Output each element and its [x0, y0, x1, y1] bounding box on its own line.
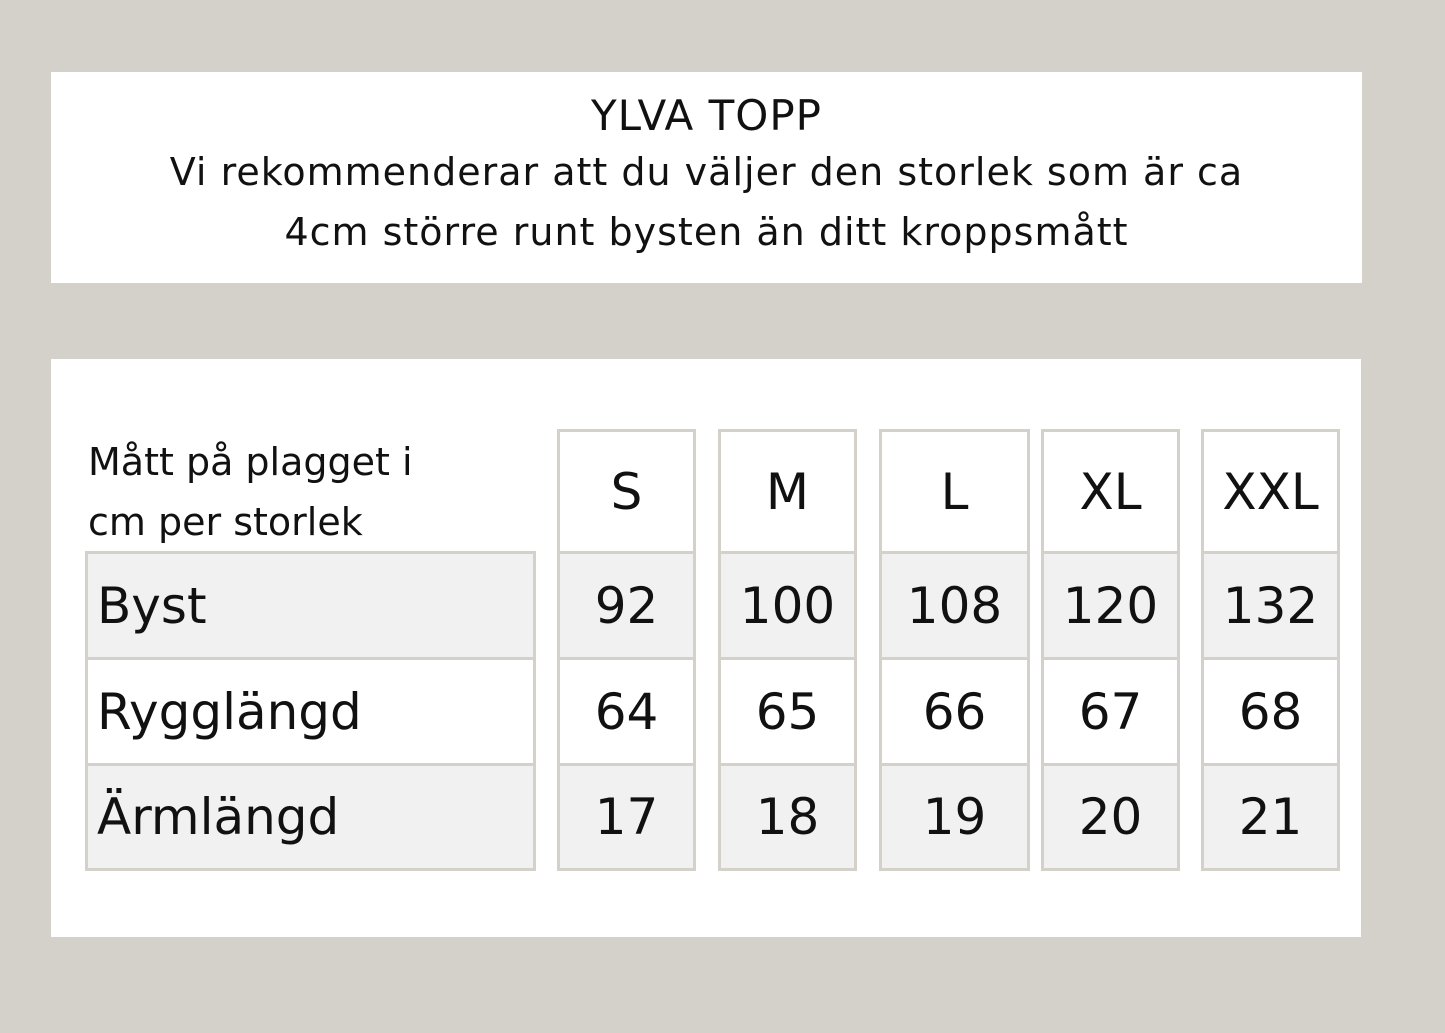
- table-cell: 132: [1201, 551, 1340, 660]
- size-header: S: [557, 429, 696, 554]
- row-label: Byst: [85, 551, 536, 660]
- product-title: YLVA TOPP: [591, 91, 822, 140]
- row-label: Rygglängd: [85, 657, 536, 766]
- table-cell: 100: [718, 551, 857, 660]
- table-cell: 68: [1201, 657, 1340, 766]
- table-cell: 67: [1041, 657, 1180, 766]
- table-cell: 120: [1041, 551, 1180, 660]
- size-header: L: [879, 429, 1030, 554]
- recommendation-line-2: 4cm större runt bysten än ditt kroppsmåt…: [284, 210, 1129, 254]
- table-cell: 20: [1041, 763, 1180, 871]
- table-cell: 108: [879, 551, 1030, 660]
- table-cell: 19: [879, 763, 1030, 871]
- row-label: Ärmlängd: [85, 763, 536, 871]
- table-cell: 21: [1201, 763, 1340, 871]
- table-cell: 65: [718, 657, 857, 766]
- size-header: M: [718, 429, 857, 554]
- size-header: XL: [1041, 429, 1180, 554]
- caption-line-1: Mått på plagget i: [88, 440, 413, 484]
- size-header: XXL: [1201, 429, 1340, 554]
- table-cell: 66: [879, 657, 1030, 766]
- header-panel: YLVA TOPP Vi rekommenderar att du väljer…: [51, 72, 1362, 283]
- table-cell: 64: [557, 657, 696, 766]
- recommendation-line-1: Vi rekommenderar att du väljer den storl…: [169, 150, 1244, 194]
- table-cell: 92: [557, 551, 696, 660]
- caption-line-2: cm per storlek: [88, 500, 363, 544]
- table-cell: 17: [557, 763, 696, 871]
- table-cell: 18: [718, 763, 857, 871]
- table-caption: Mått på plagget i cm per storlek: [88, 432, 413, 552]
